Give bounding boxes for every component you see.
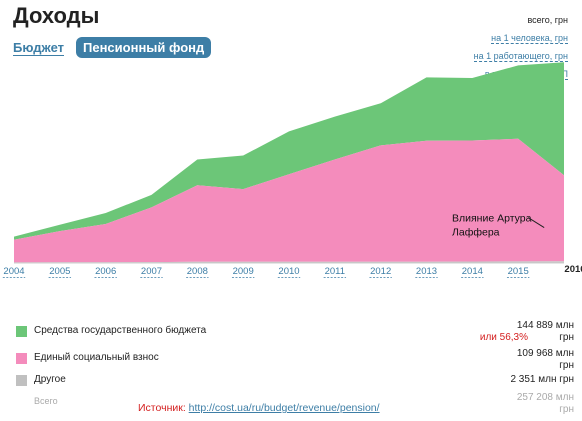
source-link[interactable]: http://cost.ua/ru/budget/revenue/pension… [188, 402, 380, 414]
annotation-text: Лаффера [452, 227, 500, 239]
x-tick-label[interactable]: 2015 [508, 266, 529, 277]
tab-pension-fund[interactable]: Пенсионный фонд [76, 37, 212, 58]
annotation-text: Влияние Артура [452, 213, 532, 225]
x-tick-label[interactable]: 2014 [462, 266, 483, 277]
x-tick-label[interactable]: 2007 [141, 266, 162, 277]
series-area-другое[interactable] [14, 261, 564, 263]
x-tick-label[interactable]: 2004 [3, 266, 24, 277]
legend-swatch-social-contribution [16, 353, 27, 364]
legend-amount-state-budget: 144 889 млн [516, 320, 574, 331]
source-line: Источник: http://cost.ua/ru/budget/reven… [138, 402, 380, 414]
legend-label-total: Всего [34, 396, 58, 406]
x-tick-label[interactable]: 2006 [95, 266, 116, 277]
legend-label-other: Другое [34, 374, 66, 385]
x-tick-label[interactable]: 2008 [187, 266, 208, 277]
x-tick-label[interactable]: 2013 [416, 266, 437, 277]
legend-unit-total: грн [559, 404, 574, 415]
legend-value-other: 2 351 млн грн [510, 374, 574, 385]
x-tick-label[interactable]: 2005 [49, 266, 70, 277]
mode-per-worker[interactable]: на 1 работающего, грн [473, 51, 568, 62]
x-tick-label[interactable]: 2010 [278, 266, 299, 277]
series-area-средства-государственного-бюджета[interactable] [14, 62, 564, 240]
x-tick-label[interactable]: 2009 [233, 266, 254, 277]
x-tick-label[interactable]: 2012 [370, 266, 391, 277]
legend-swatch-other [16, 375, 27, 386]
revenue-area-chart: 2004 2005 2006 2007 2008 2009 2010 2011 2012 2013… [2, 62, 582, 278]
tab-bar: Бюджет Пенсионный фонд [13, 37, 212, 58]
mode-total[interactable]: всего, грн [527, 15, 568, 25]
legend-swatch-state-budget [16, 326, 27, 337]
series-area-единый-социальный-взнос[interactable] [14, 138, 564, 263]
legend-unit-social-contribution: грн [559, 360, 574, 371]
legend-amount-total: 257 208 млн [516, 392, 574, 403]
page-title: Доходы [13, 3, 100, 28]
legend-label-social-contribution: Единый социальный взнос [34, 352, 159, 363]
tab-budget[interactable]: Бюджет [13, 40, 64, 55]
mode-per-person[interactable]: на 1 человека, грн [491, 33, 568, 44]
annotation-pointer [527, 217, 545, 229]
legend-value-social-contribution: 109 968 млн грн [517, 348, 574, 372]
x-tick-label[interactable]: 2011 [325, 266, 345, 277]
legend-unit-state-budget: грн [559, 332, 574, 343]
legend-share-state-budget: или 56,3% [479, 332, 528, 343]
x-tick-label: 2016 [564, 264, 582, 275]
source-label: Источник: [138, 402, 186, 414]
legend-value-state-budget: 144 889 млн грн [517, 320, 574, 344]
legend-value-total: 257 208 млн грн [517, 392, 574, 416]
legend-amount-social-contribution: 109 968 млн [516, 348, 574, 359]
legend-label-state-budget: Средства государственного бюджета [34, 325, 207, 336]
